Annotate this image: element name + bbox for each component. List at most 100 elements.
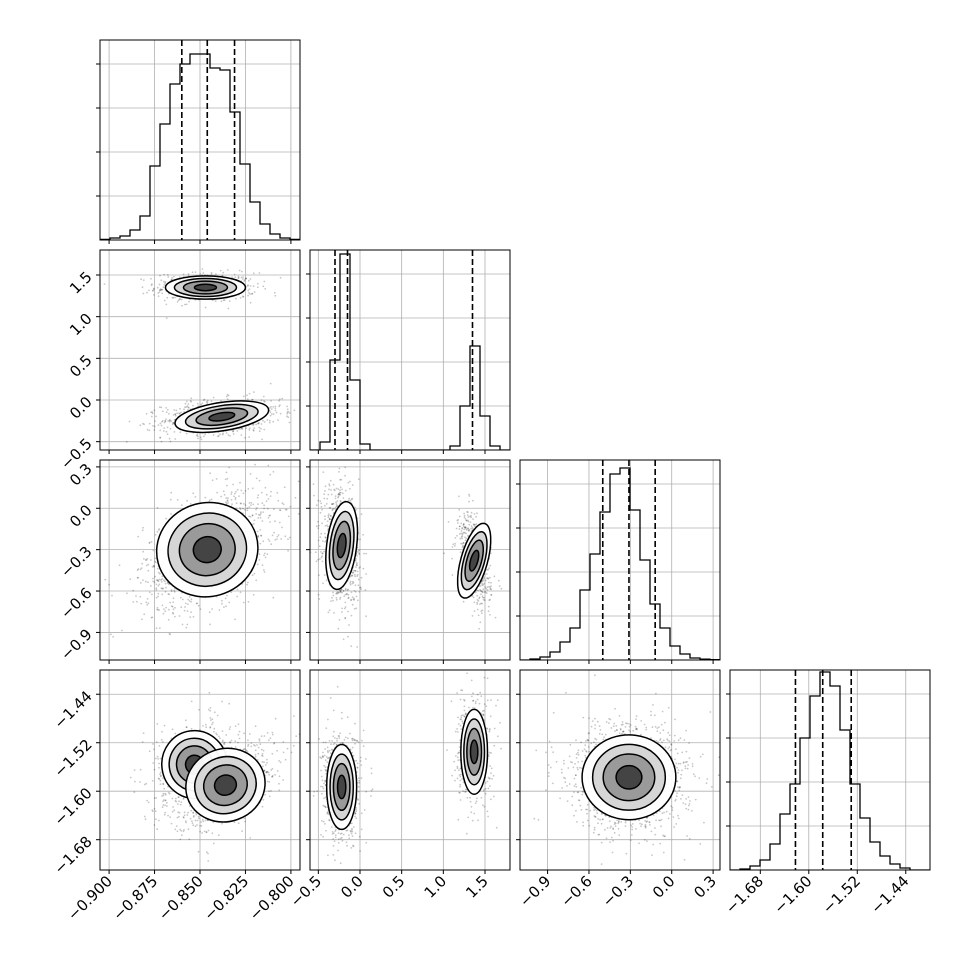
scatter-point bbox=[237, 723, 240, 726]
scatter-point bbox=[153, 565, 155, 568]
scatter-point bbox=[263, 507, 265, 510]
scatter-point bbox=[186, 405, 189, 407]
scatter-point bbox=[476, 603, 479, 605]
scatter-point bbox=[209, 472, 212, 475]
scatter-point bbox=[344, 617, 346, 620]
scatter-point bbox=[148, 750, 151, 753]
scatter-point bbox=[143, 423, 146, 426]
contour-line bbox=[182, 280, 229, 295]
scatter-point bbox=[226, 477, 229, 480]
scatter-point bbox=[181, 623, 184, 626]
scatter-point bbox=[471, 615, 474, 617]
scatter-point bbox=[232, 433, 235, 435]
scatter-point bbox=[461, 535, 464, 538]
scatter-point bbox=[468, 493, 470, 496]
scatter-point bbox=[161, 575, 164, 578]
scatter-point bbox=[337, 493, 340, 496]
scatter-point bbox=[178, 412, 181, 415]
scatter-point bbox=[226, 499, 229, 501]
scatter-point bbox=[137, 535, 140, 538]
scatter-point bbox=[320, 532, 323, 535]
scatter-point bbox=[161, 578, 164, 580]
scatter-point bbox=[288, 412, 291, 414]
scatter-point bbox=[319, 500, 322, 502]
scatter-point bbox=[146, 557, 149, 560]
scatter-point bbox=[332, 594, 335, 597]
scatter-point bbox=[200, 438, 203, 441]
scatter-point bbox=[261, 520, 264, 522]
scatter-point bbox=[347, 597, 350, 599]
scatter-point bbox=[237, 276, 240, 279]
scatter-point bbox=[159, 436, 162, 439]
scatter-point bbox=[288, 421, 291, 424]
scatter-point bbox=[230, 591, 233, 594]
scatter-point bbox=[258, 430, 261, 433]
scatter-point bbox=[323, 574, 326, 576]
scatter-point bbox=[268, 540, 271, 542]
scatter-point bbox=[218, 735, 220, 738]
scatter-point bbox=[259, 542, 262, 545]
scatter-point bbox=[216, 733, 218, 736]
scatter-point bbox=[240, 489, 243, 492]
scatter-point bbox=[276, 492, 279, 494]
scatter-point bbox=[332, 503, 334, 505]
scatter-point bbox=[269, 407, 271, 409]
scatter-point bbox=[272, 406, 275, 408]
scatter-point bbox=[173, 589, 176, 592]
scatter-point bbox=[456, 522, 459, 524]
scatter-point bbox=[171, 276, 174, 279]
scatter-point bbox=[253, 572, 256, 575]
y-tick-label: 0.0 bbox=[66, 393, 96, 423]
scatter-point bbox=[192, 492, 195, 495]
scatter-point bbox=[216, 714, 219, 717]
scatter-point bbox=[474, 591, 477, 594]
scatter-point bbox=[245, 277, 248, 280]
scatter-point bbox=[239, 481, 241, 484]
scatter-point bbox=[158, 609, 161, 611]
y-tick-label: 1.5 bbox=[66, 268, 96, 298]
scatter-point bbox=[339, 590, 342, 593]
scatter-point bbox=[357, 584, 360, 587]
scatter-point bbox=[139, 595, 142, 598]
scatter-point bbox=[241, 428, 244, 430]
scatter-point bbox=[267, 538, 270, 541]
scatter-point bbox=[249, 455, 251, 457]
scatter-point bbox=[118, 564, 121, 567]
scatter-point bbox=[470, 516, 473, 519]
scatter-point bbox=[224, 597, 227, 600]
scatter-point bbox=[470, 527, 473, 530]
scatter-point bbox=[455, 527, 458, 530]
scatter-point bbox=[318, 598, 321, 600]
scatter-point bbox=[328, 488, 330, 491]
scatter-point bbox=[190, 600, 193, 603]
scatter-point bbox=[339, 491, 342, 494]
scatter-point bbox=[279, 412, 282, 415]
scatter-point bbox=[173, 431, 176, 433]
scatter-point bbox=[163, 608, 165, 610]
scatter-point bbox=[242, 492, 245, 495]
scatter-point bbox=[461, 527, 463, 530]
scatter-point bbox=[354, 591, 357, 593]
scatter-point bbox=[145, 601, 148, 604]
scatter-point bbox=[360, 513, 363, 515]
scatter-point bbox=[328, 484, 331, 487]
scatter-point bbox=[490, 588, 493, 591]
scatter-point bbox=[345, 593, 348, 596]
scatter-point bbox=[243, 280, 246, 283]
scatter-point bbox=[155, 579, 158, 581]
scatter-point bbox=[321, 552, 324, 555]
scatter-point bbox=[353, 573, 356, 576]
scatter-point bbox=[172, 414, 175, 416]
scatter-point bbox=[227, 497, 229, 500]
scatter-point bbox=[156, 506, 159, 509]
scatter-point bbox=[186, 623, 189, 626]
scatter-point bbox=[215, 478, 218, 480]
scatter-point bbox=[331, 509, 334, 512]
scatter-point bbox=[180, 298, 183, 301]
scatter-point bbox=[157, 571, 160, 574]
scatter-point bbox=[478, 597, 481, 600]
scatter-point bbox=[287, 416, 290, 419]
scatter-point bbox=[136, 576, 139, 579]
scatter-point bbox=[241, 270, 243, 273]
scatter-point bbox=[142, 526, 145, 529]
